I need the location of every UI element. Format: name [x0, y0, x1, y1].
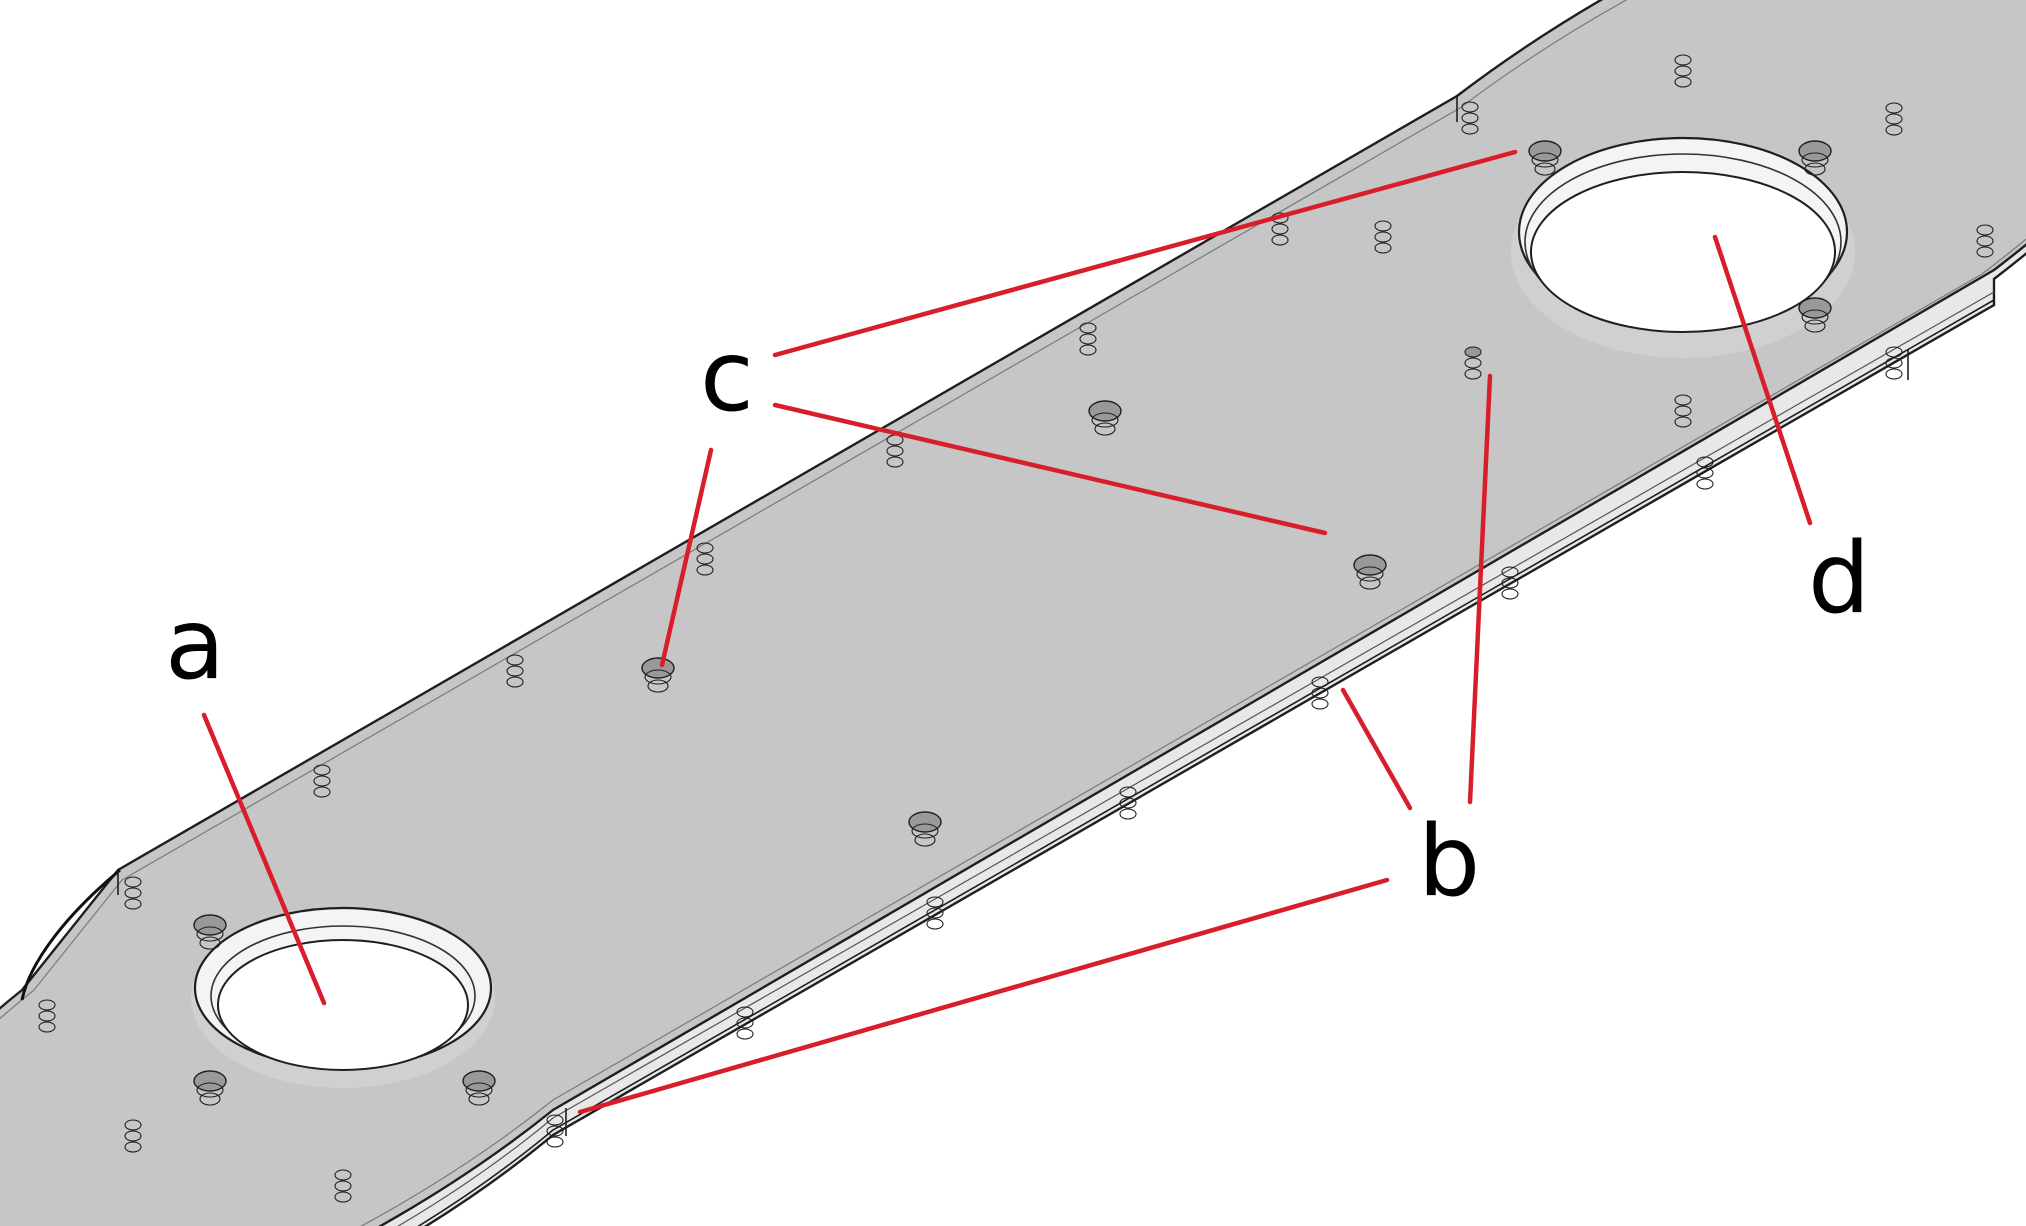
small-hole: [313, 764, 331, 798]
small-hole: [1119, 786, 1137, 820]
counterbored-hole: [908, 811, 942, 847]
bore-left-inner: [217, 939, 469, 1071]
small-hole: [1885, 102, 1903, 136]
leader-line-b-2: [1467, 373, 1493, 805]
small-hole: [38, 999, 56, 1033]
bore-right-inner: [1530, 171, 1836, 333]
leader-line-b-3: [577, 877, 1390, 1115]
counterbored-hole: [641, 657, 675, 693]
small-hole: [506, 654, 524, 688]
counterbored-hole: [1088, 400, 1122, 436]
small-hole: [124, 876, 142, 910]
leader-line-c-2: [772, 402, 1328, 536]
small-hole: [1374, 220, 1392, 254]
leader-line-c-1: [772, 149, 1518, 358]
counterbored-hole: [1798, 140, 1832, 176]
counterbored-hole: [1528, 140, 1562, 176]
small-hole: [1674, 394, 1692, 428]
bore-left: [191, 906, 495, 1088]
small-hole: [546, 1114, 564, 1148]
leader-line-a: [201, 712, 327, 1006]
counterbored-holes: [193, 140, 1832, 1106]
counterbored-hole: [462, 1070, 496, 1106]
bore-right: [1511, 136, 1855, 358]
small-hole: [1311, 676, 1329, 710]
counterbored-hole: [193, 914, 227, 950]
small-hole: [1079, 322, 1097, 356]
small-hole: [1696, 456, 1714, 490]
counterbored-hole: [1798, 297, 1832, 333]
small-hole: [1464, 346, 1482, 380]
small-hole: [736, 1006, 754, 1040]
counterbored-hole: [193, 1070, 227, 1106]
small-hole: [1674, 54, 1692, 88]
small-hole: [1976, 224, 1994, 258]
plate-left-edge-arc: [20, 868, 121, 1001]
small-hole: [926, 896, 944, 930]
small-hole: [1885, 346, 1903, 380]
small-holes: [38, 54, 1994, 1203]
leader-line-c-3: [659, 447, 714, 668]
label-d: d: [1808, 522, 1870, 636]
label-c: c: [700, 320, 754, 434]
small-hole: [1501, 566, 1519, 600]
counterbored-hole: [1353, 554, 1387, 590]
small-hole: [1271, 212, 1289, 246]
label-b: b: [1418, 805, 1480, 919]
small-hole: [124, 1119, 142, 1153]
leader-line-b-1: [1340, 687, 1413, 811]
leader-line-d: [1712, 234, 1813, 526]
small-hole: [696, 542, 714, 576]
label-a: a: [165, 588, 225, 702]
leader-lines: [201, 149, 1813, 1115]
small-hole: [334, 1169, 352, 1203]
small-hole: [1461, 101, 1479, 135]
callout-labels: a b c d: [165, 320, 1870, 919]
